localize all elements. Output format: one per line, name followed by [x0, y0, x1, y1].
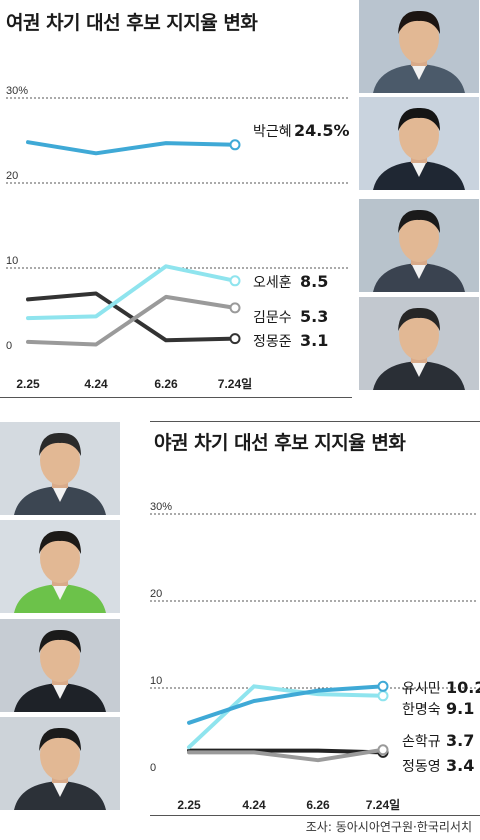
- chart-1-bottom-rule: [0, 397, 352, 398]
- series-value-label: 3.4: [446, 756, 474, 775]
- series-line-2: [26, 294, 237, 347]
- x-tick-label: 6.26: [306, 798, 330, 812]
- portrait-image: [359, 0, 479, 93]
- series-value-label: 3.7: [446, 731, 474, 750]
- x-tick-label: 4.24: [84, 377, 108, 391]
- chart-2-title: 야권 차기 대선 후보 지지율 변화: [154, 432, 406, 454]
- series-name-label: 오세훈: [253, 275, 292, 291]
- y-tick-label: 10: [6, 255, 18, 267]
- chart-2-top-rule: [150, 421, 480, 422]
- y-tick-label: 0: [6, 340, 12, 352]
- portrait-image: [0, 422, 120, 515]
- photo-sohn-hakkyu: [0, 619, 120, 712]
- series-name-label: 유시민: [402, 681, 441, 697]
- series-name-label: 김문수: [253, 310, 292, 326]
- series-line-3: [26, 291, 237, 343]
- x-tick-label: 4.24: [242, 798, 266, 812]
- series-value-label: 8.5: [300, 272, 328, 291]
- x-tick-label: 7.24일: [218, 377, 252, 391]
- series-value-label: 24.5%: [294, 121, 350, 140]
- series-end-point-0: [377, 680, 389, 692]
- series-end-point-2: [377, 744, 389, 756]
- series-end-point-2: [229, 302, 241, 314]
- series-line-0: [187, 684, 385, 725]
- series-line-0: [26, 140, 237, 156]
- series-end-point-3: [229, 333, 241, 345]
- series-name-label: 정몽준: [253, 334, 292, 350]
- series-value-label: 5.3: [300, 307, 328, 326]
- y-tick-label: 30%: [6, 85, 28, 97]
- photo-han-myeongsook: [0, 520, 120, 613]
- x-tick-label: 7.24일: [366, 798, 400, 812]
- y-tick-label: 30%: [150, 501, 172, 513]
- x-tick-label: 6.26: [154, 377, 178, 391]
- portrait-image: [359, 97, 479, 190]
- series-name-label: 한명숙: [402, 702, 441, 718]
- series-value-label: 3.1: [300, 331, 328, 350]
- portrait-image: [359, 297, 479, 390]
- source-credit: 조사: 동아시아연구원·한국리서치: [305, 820, 472, 834]
- series-value-label: 9.1: [446, 699, 474, 718]
- portrait-image: [359, 199, 479, 292]
- portrait-image: [0, 520, 120, 613]
- photo-kim-moonsoo: [359, 199, 479, 292]
- portrait-image: [0, 717, 120, 810]
- series-line-1: [26, 264, 237, 321]
- series-line-2: [187, 747, 385, 763]
- x-tick-label: 2.25: [16, 377, 40, 391]
- y-tick-label: 20: [150, 588, 162, 600]
- series-end-point-0: [229, 139, 241, 151]
- series-value-label: 10.2: [446, 678, 480, 697]
- x-tick-label: 2.25: [177, 798, 201, 812]
- series-name-label: 박근혜: [253, 124, 292, 140]
- photo-oh-sehoon: [359, 97, 479, 190]
- series-end-point-1: [229, 275, 241, 287]
- series-name-label: 손학규: [402, 734, 441, 750]
- series-end-point-1: [377, 690, 389, 702]
- photo-chung-dongyoung: [0, 717, 120, 810]
- y-tick-label: 10: [150, 675, 162, 687]
- y-tick-label: 20: [6, 170, 18, 182]
- chart-1-title: 여권 차기 대선 후보 지지율 변화: [6, 12, 258, 34]
- chart-2-bottom-rule: [150, 815, 480, 816]
- photo-chung-mongjoon: [359, 297, 479, 390]
- series-line-1: [187, 684, 385, 750]
- portrait-image: [0, 619, 120, 712]
- photo-yoo-simin: [0, 422, 120, 515]
- y-tick-label: 0: [150, 762, 156, 774]
- series-name-label: 정동영: [402, 759, 441, 775]
- photo-park-geunhye: [359, 0, 479, 93]
